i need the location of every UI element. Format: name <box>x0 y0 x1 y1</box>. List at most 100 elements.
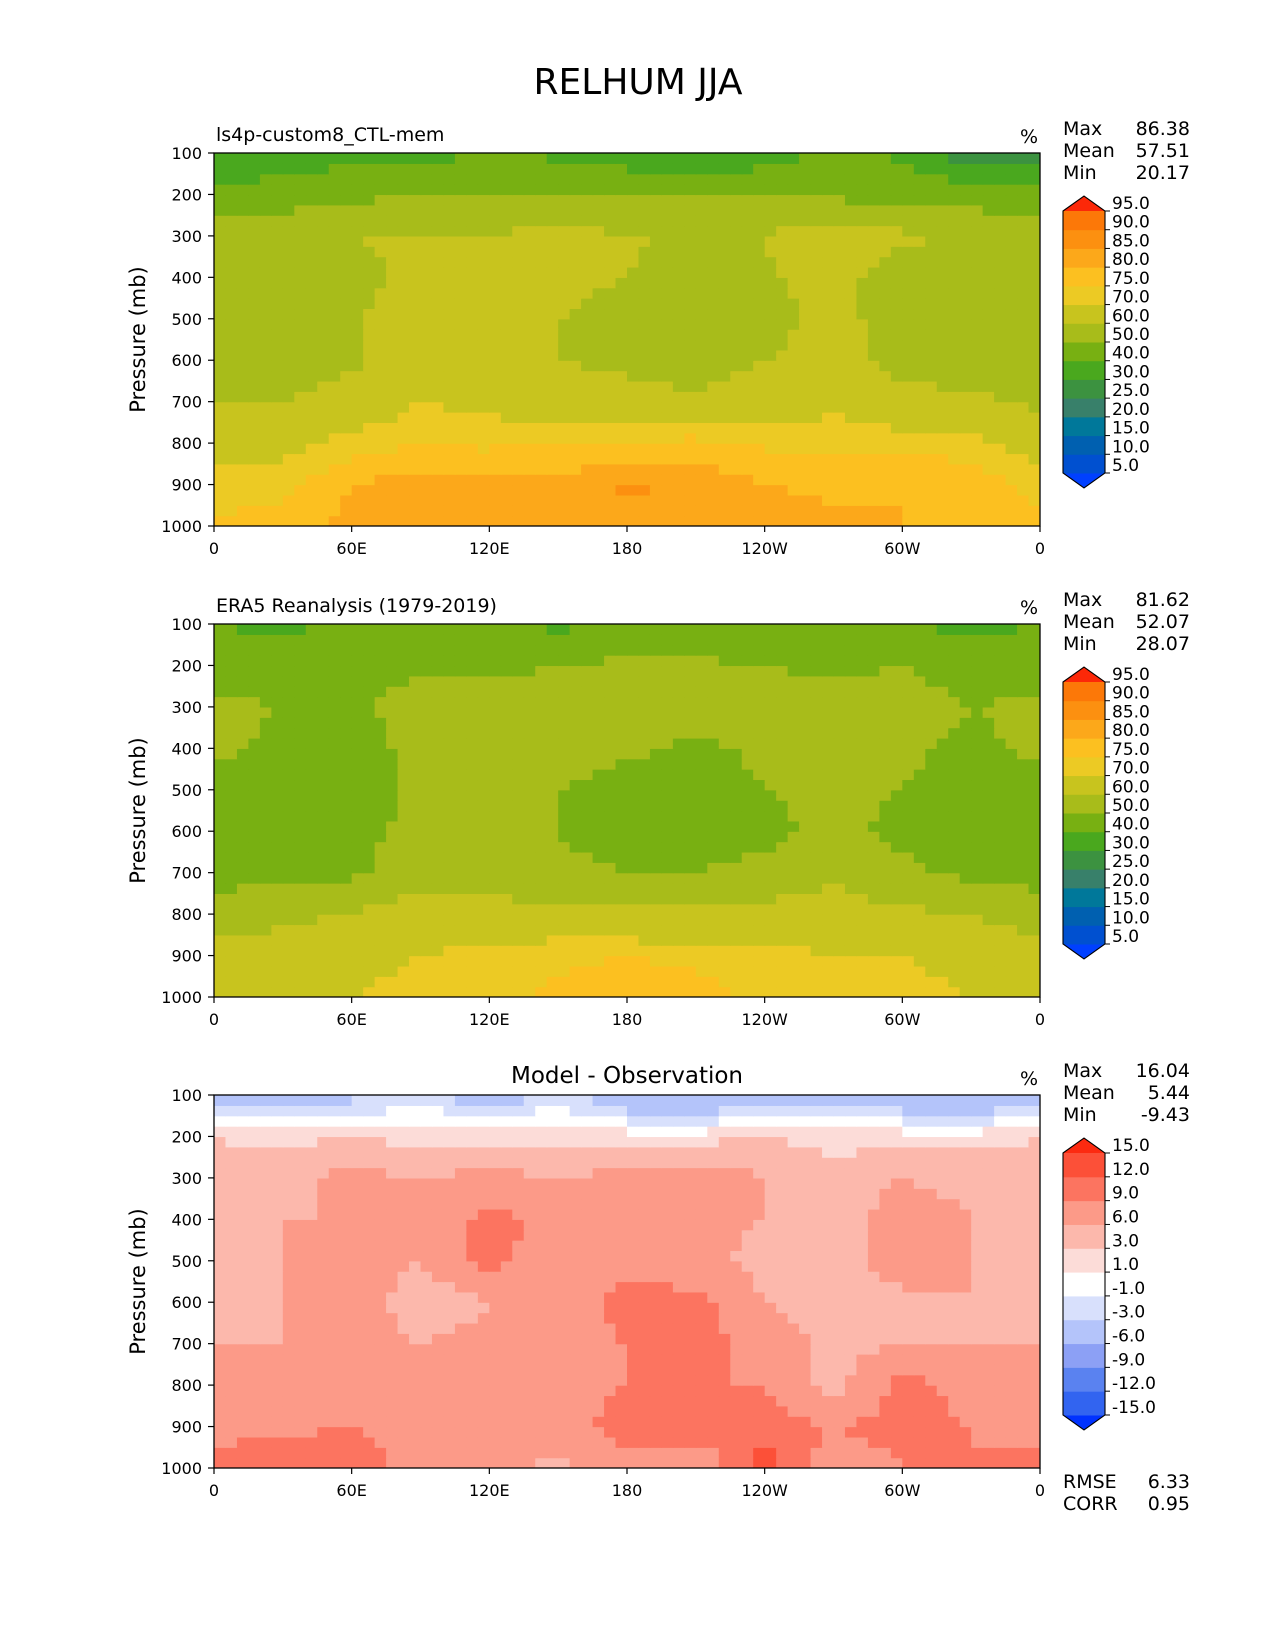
contour-cell <box>638 215 651 227</box>
contour-cell <box>627 432 640 444</box>
contour-cell <box>1017 380 1030 392</box>
contour-cell <box>282 505 295 517</box>
contour-cell <box>431 298 445 310</box>
contour-cell <box>799 339 812 351</box>
contour-cell <box>707 706 720 718</box>
contour-cell <box>672 318 685 330</box>
contour-cell <box>259 463 272 475</box>
contour-cell <box>512 800 525 812</box>
contour-cell <box>489 758 502 770</box>
contour-cell <box>684 225 697 237</box>
contour-cell <box>902 339 915 351</box>
contour-cell <box>615 443 628 455</box>
contour-cell <box>225 443 238 455</box>
contour-cell <box>661 675 674 687</box>
contour-cell <box>822 862 835 874</box>
contour-cell <box>844 215 858 227</box>
contour-cell <box>558 412 571 423</box>
contour-cell <box>810 955 823 967</box>
contour-cell <box>328 298 341 310</box>
contour-cell <box>328 318 341 330</box>
contour-cell <box>867 474 880 486</box>
contour-cell <box>489 986 502 997</box>
contour-cell <box>649 903 663 915</box>
contour-cell <box>351 422 364 434</box>
contour-cell <box>1005 225 1018 237</box>
contour-cell <box>282 976 295 988</box>
contour-cell <box>397 204 410 216</box>
contour-cell <box>558 153 571 164</box>
contour-cell <box>282 339 295 351</box>
contour-cell <box>259 934 272 946</box>
contour-cell <box>764 851 777 863</box>
contour-cell <box>799 883 812 894</box>
contour-cell <box>420 789 433 801</box>
contour-cell <box>431 717 445 729</box>
contour-cell <box>799 318 812 330</box>
contour-cell <box>649 173 663 185</box>
contour-cell <box>615 432 628 444</box>
contour-cell <box>500 914 513 926</box>
contour-cell <box>822 706 835 718</box>
contour-cell <box>948 800 961 812</box>
contour-cell <box>454 494 467 506</box>
contour-cell <box>236 515 250 526</box>
contour-cell <box>500 686 513 698</box>
contour-cell <box>374 515 387 526</box>
contour-cell <box>672 484 685 496</box>
contour-cell <box>397 329 410 341</box>
contour-cell <box>431 737 445 749</box>
contour-cell <box>328 883 341 894</box>
contour-cell <box>787 758 800 770</box>
contour-cell <box>466 779 479 791</box>
contour-cell <box>776 945 789 957</box>
contour-cell <box>386 789 399 801</box>
contour-cell <box>810 339 823 351</box>
contour-cell <box>879 976 892 988</box>
contour-cell <box>1005 758 1018 770</box>
contour-cell <box>902 246 915 258</box>
contour-cell <box>489 696 502 708</box>
contour-cell <box>248 474 261 486</box>
contour-cell <box>431 194 445 206</box>
contour-cell <box>489 163 502 175</box>
contour-cell <box>753 204 766 216</box>
contour-cell <box>982 391 995 403</box>
contour-cell <box>340 717 353 729</box>
contour-cell <box>282 287 295 299</box>
contour-cell <box>730 401 743 413</box>
contour-cell <box>409 789 422 801</box>
contour-cell <box>512 903 525 915</box>
contour-cell <box>409 484 422 496</box>
contour-cell <box>420 360 433 372</box>
contour-cell <box>627 308 640 320</box>
contour-cell <box>856 515 869 526</box>
contour-cell <box>971 380 984 392</box>
contour-cell <box>913 505 926 517</box>
contour-cell <box>707 665 720 677</box>
contour-cell <box>374 872 387 884</box>
contour-cell <box>225 194 238 206</box>
contour-cell <box>569 820 582 832</box>
contour-cell <box>787 163 800 175</box>
contour-cell <box>443 453 456 465</box>
contour-cell <box>236 686 250 698</box>
contour-cell <box>787 204 800 216</box>
contour-cell <box>569 986 582 997</box>
contour-cell <box>409 329 422 341</box>
contour-cell <box>627 153 640 164</box>
contour-cell <box>340 727 353 739</box>
contour-cell <box>1017 215 1030 227</box>
contour-cell <box>294 976 307 988</box>
contour-cell <box>454 246 467 258</box>
contour-cell <box>214 494 227 506</box>
contour-cell <box>913 246 926 258</box>
contour-cell <box>1005 945 1018 957</box>
contour-cell <box>959 779 972 791</box>
contour-cell <box>409 287 422 299</box>
contour-cell <box>753 298 766 310</box>
contour-cell <box>1005 443 1018 455</box>
contour-cell <box>569 298 582 310</box>
contour-cell <box>386 505 399 517</box>
contour-cell <box>512 976 525 988</box>
